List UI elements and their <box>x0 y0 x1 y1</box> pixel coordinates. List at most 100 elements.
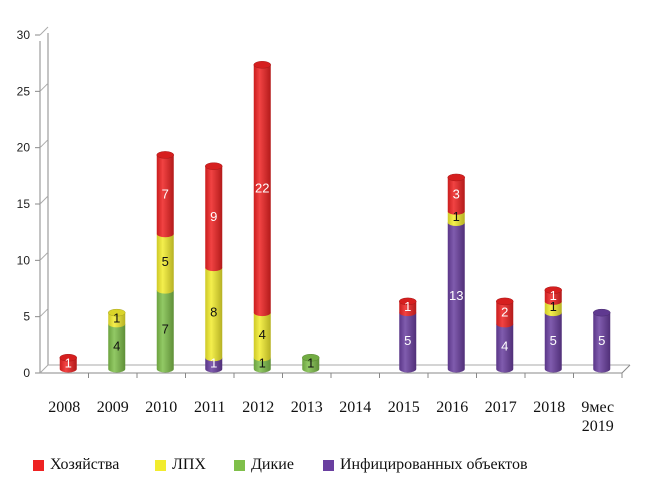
data-label: 5 <box>162 254 169 269</box>
bar-segment <box>399 312 417 373</box>
bar-stack-2017 <box>496 297 514 373</box>
bar-body <box>253 357 271 373</box>
bar-body <box>205 267 223 362</box>
bar-segment <box>205 357 223 373</box>
x-tick-label: 2013 <box>291 399 323 416</box>
bar-segment <box>156 290 174 373</box>
legend-item: Дикие <box>234 456 294 474</box>
bar-segment <box>108 323 126 373</box>
bar-body <box>156 290 174 373</box>
bar-body <box>205 357 223 373</box>
bar-segment <box>496 297 514 328</box>
data-label: 3 <box>453 186 460 201</box>
bar-body <box>496 323 514 373</box>
x-tick-label: 9мес 2019 <box>581 399 614 435</box>
bar-stack-2008 <box>59 353 77 373</box>
x-tick-label: 2014 <box>339 399 371 416</box>
legend-item: Инфицированных объектов <box>323 456 528 474</box>
bar-segment <box>544 286 562 305</box>
bar-stack-2010 <box>156 151 174 373</box>
data-label: 13 <box>449 288 463 303</box>
bar-series <box>59 61 611 373</box>
bar-segment <box>205 267 223 362</box>
y-tick-label: 15 <box>17 197 31 211</box>
bar-segment <box>447 173 465 215</box>
x-tick-label: 2008 <box>48 399 80 416</box>
bar-body <box>447 222 465 373</box>
bar-stack-2013 <box>302 353 320 373</box>
bar-stack-2018 <box>544 286 562 373</box>
bar-body <box>544 290 562 305</box>
data-label: 1 <box>404 299 411 314</box>
bar-body <box>59 357 77 373</box>
x-tick-label: 2016 <box>436 399 468 416</box>
bar-body <box>544 312 562 373</box>
legend-swatch <box>323 459 334 471</box>
data-label: 1 <box>550 299 557 314</box>
bar-cap <box>447 173 465 182</box>
y-tick-depth <box>39 195 49 205</box>
bar-stack-2011 <box>205 162 223 373</box>
bar-segment <box>253 312 271 362</box>
y-tick-depth <box>39 251 49 261</box>
bar-cap <box>59 353 77 362</box>
data-label: 22 <box>255 181 269 196</box>
floor-right-edge <box>621 364 631 374</box>
bar-segment <box>253 357 271 373</box>
bar-body <box>253 64 271 317</box>
chart-axes <box>39 33 631 374</box>
data-label: 7 <box>162 322 169 337</box>
y-tick-depth <box>39 364 49 374</box>
x-axis-categories: 2008 2009 2010 2011 2012 2013 2014 2015 2016 2017… <box>48 373 623 435</box>
bar-segment <box>205 162 223 272</box>
bar-stack-2012 <box>253 61 271 373</box>
data-label: 1 <box>259 355 266 370</box>
data-label: 2 <box>501 305 508 320</box>
bar-cap <box>544 286 562 294</box>
bar-segment <box>302 353 320 373</box>
legend-swatch <box>234 459 245 471</box>
x-tick-label: 2015 <box>388 399 420 416</box>
x-tick-label: 2012 <box>242 399 274 416</box>
bar-body <box>156 154 174 238</box>
x-tick-label: 2010 <box>145 399 177 416</box>
y-tick-depth <box>39 82 49 92</box>
x-tick-label: 2009 <box>97 399 129 416</box>
bar-segment <box>496 323 514 373</box>
bar-body <box>399 312 417 373</box>
data-label: 1 <box>453 209 460 224</box>
y-tick-label: 30 <box>17 28 31 42</box>
y-tick-label: 10 <box>17 253 31 267</box>
data-label: 8 <box>210 305 217 320</box>
data-label: 7 <box>162 186 169 201</box>
y-tick-depth <box>39 139 49 149</box>
y-tick-label: 5 <box>23 310 30 324</box>
legend-item: ЛПХ <box>155 456 206 474</box>
legend-swatch <box>33 459 44 471</box>
x-tick-label: 2018 <box>533 399 565 416</box>
bar-body <box>496 301 514 328</box>
bar-cap <box>399 297 417 306</box>
bar-body <box>302 357 320 373</box>
y-tick-label: 25 <box>17 84 31 98</box>
data-label: 5 <box>598 333 605 348</box>
bar-segment <box>108 308 126 328</box>
bar-segment <box>156 233 174 294</box>
bar-segment <box>544 301 562 317</box>
data-label: 1 <box>65 355 72 370</box>
chart-legend: Хозяйства ЛПХ Дикие Инфицированных объектов <box>0 452 659 480</box>
legend-label: Инфицированных объектов <box>340 456 528 473</box>
bar-stack-2016 <box>447 173 465 373</box>
bar-stack-2009 <box>108 308 126 373</box>
bar-cap <box>302 353 320 362</box>
legend-swatch <box>155 459 166 471</box>
data-label: 4 <box>259 327 266 342</box>
y-tick-label: 0 <box>23 366 30 380</box>
bar-body <box>253 312 271 362</box>
legend-item: Хозяйства <box>33 456 119 474</box>
data-label: 1 <box>550 288 557 303</box>
y-tick-label: 20 <box>17 141 31 155</box>
bar-segment <box>156 151 174 238</box>
